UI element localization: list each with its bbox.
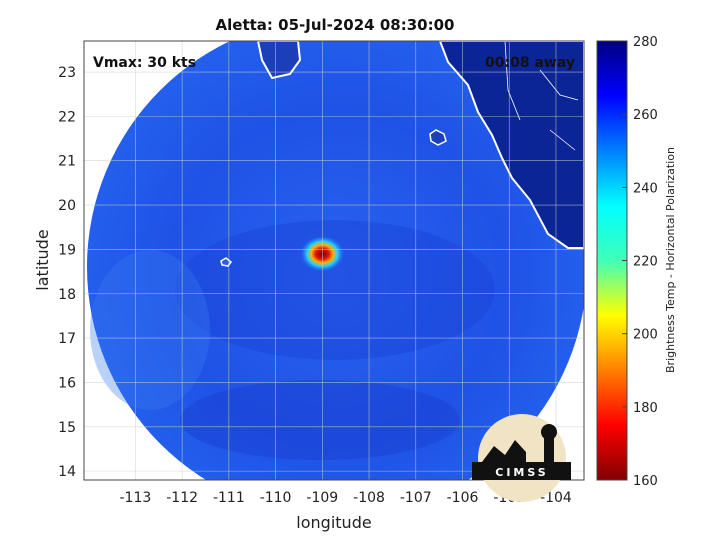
y-tick-label: 21 (58, 154, 76, 170)
y-tick-label: 23 (58, 65, 76, 81)
x-tick-label: -113 (120, 490, 152, 506)
mexico-landmass (438, 41, 584, 249)
x-tick-label: -107 (400, 490, 432, 506)
y-tick-label: 19 (58, 242, 76, 258)
state-borders (504, 41, 579, 151)
cimss-logo: CIMSS (472, 414, 571, 502)
time-away-label: 00:08 away (485, 55, 575, 71)
colorbar-tick-label: 180 (633, 401, 658, 416)
y-tick-label: 22 (58, 109, 76, 125)
y-tick-label: 14 (58, 464, 76, 480)
water-tower-tank-icon (541, 424, 557, 440)
y-tick-label: 16 (58, 375, 76, 391)
x-tick-label: -112 (166, 490, 198, 506)
socorro-island (220, 257, 233, 267)
axes-border (83, 40, 585, 481)
y-tick-labels: 14 15 16 17 18 19 20 21 22 23 (58, 65, 76, 480)
colorbar-tick-label: 220 (633, 255, 658, 270)
x-tick-label: -108 (353, 490, 385, 506)
colorbar-label: Brightness Temp - Horizontal Polarizatio… (664, 147, 677, 373)
colorbar-tick-label: 260 (633, 108, 658, 123)
colorbar-tick-label: 280 (633, 35, 658, 50)
logo-text: CIMSS (495, 466, 548, 479)
x-tick-label: -110 (260, 490, 292, 506)
x-tick-label: -104 (540, 490, 572, 506)
x-tick-label: -111 (213, 490, 245, 506)
plot-title: Aletta: 05-Jul-2024 08:30:00 (216, 16, 455, 34)
y-tick-label: 17 (58, 331, 76, 347)
x-axis-label: longitude (296, 513, 371, 532)
logo-band (472, 462, 571, 480)
clear-region (90, 250, 210, 410)
satellite-dish-icon (482, 440, 526, 462)
water-tower-icon (544, 438, 554, 462)
y-tick-label: 15 (58, 420, 76, 436)
rain-band-south (180, 380, 460, 460)
baja-california-tip (256, 41, 302, 80)
y-tick-label: 20 (58, 198, 76, 214)
x-tick-label: -106 (447, 490, 479, 506)
colorbar-tick-labels: 280 260 240 220 200 180 160 (622, 35, 658, 489)
latitude-gridlines (84, 71, 584, 472)
colorbar-tick-label: 240 (633, 181, 658, 196)
longitude-gridlines (135, 41, 557, 480)
colorbar-tick-label: 160 (633, 474, 658, 489)
islas-marias (429, 129, 447, 146)
rain-band (175, 220, 495, 360)
y-tick-label: 18 (58, 287, 76, 303)
colorbar-tick-label: 200 (633, 328, 658, 343)
y-axis-label: latitude (33, 229, 52, 290)
vmax-label: Vmax: 30 kts (93, 55, 196, 71)
x-tick-label: -109 (306, 490, 338, 506)
